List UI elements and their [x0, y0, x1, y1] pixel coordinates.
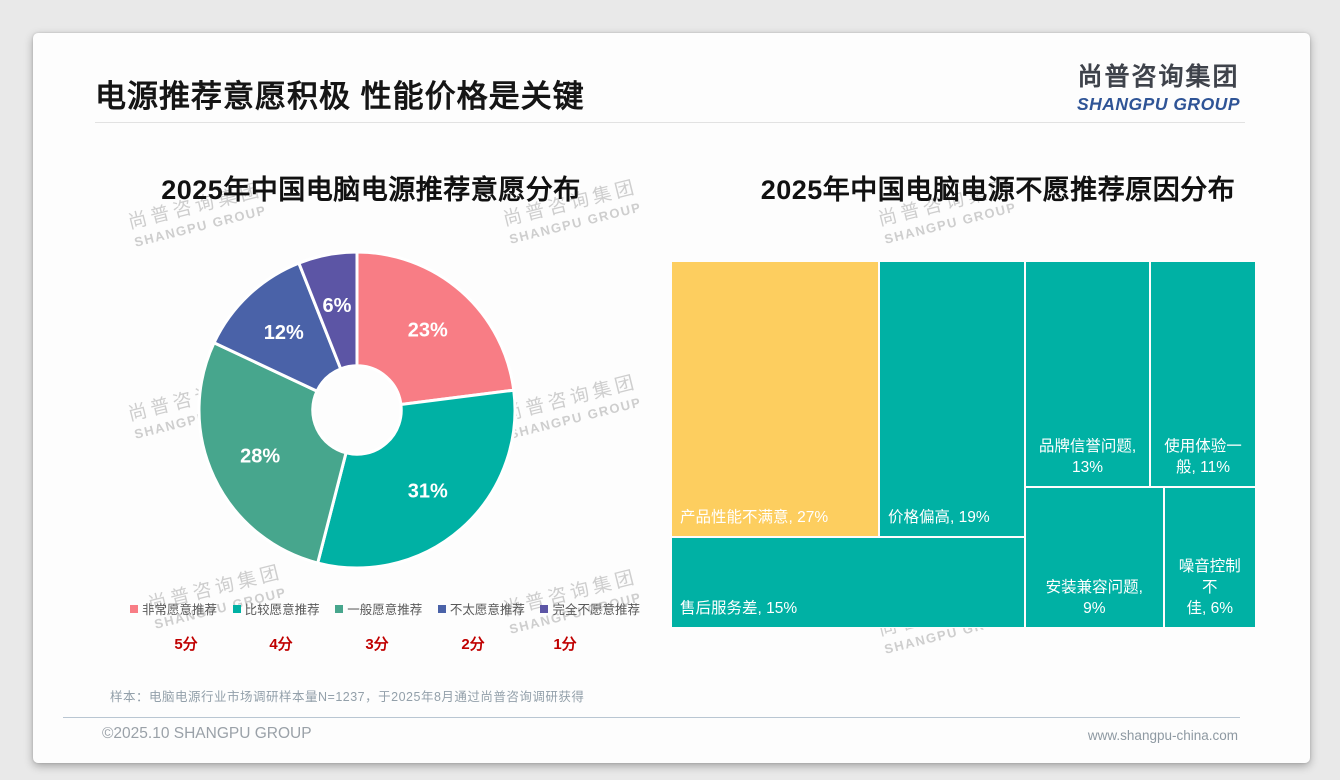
legend-swatch	[232, 604, 241, 613]
legend-swatch	[130, 604, 138, 613]
footer-copyright: ©2025.10 SHANGPU GROUP	[102, 725, 312, 742]
title-divider	[95, 122, 1245, 123]
score-label: 3分	[365, 636, 389, 653]
legend-item: 比较愿意推荐	[232, 599, 320, 618]
treemap-cell-label: 安装兼容问题,	[1045, 579, 1143, 597]
page-title: 电源推荐意愿积极 性能价格是关键	[95, 79, 585, 114]
donut-slice-3	[212, 261, 343, 393]
score-labels-row: 5分 4分 3分 2分 1分	[130, 633, 640, 655]
score-label: 5分	[174, 636, 198, 653]
treemap-chart-title: 2025年中国电脑电源不愿推荐原因分布	[760, 175, 1236, 205]
company-logo: 尚普咨询集团 SHANGPU GROUP	[1077, 57, 1240, 115]
donut-slice-1	[316, 388, 517, 570]
legend-item: 不太愿意推荐	[437, 599, 525, 618]
treemap-chart: 产品性能不满意, 27% 价格偏高, 19% 售后服务差, 15% 品牌信誉问题, 13…	[671, 261, 1256, 628]
treemap-cell-label: 13%	[1072, 459, 1104, 477]
donut-slice-2	[197, 341, 348, 565]
footer-website: www.shangpu-china.com	[1087, 728, 1238, 743]
sample-note: 样本：电脑电源行业市场调研样本量N=1237，于2025年8月通过尚普咨询调研获…	[110, 690, 585, 704]
treemap-cell-after-sales-service: 售后服务差, 15%	[671, 536, 1026, 628]
treemap-cell-brand-reputation: 品牌信誉问题, 13%	[1025, 261, 1151, 488]
donut-slice-label: 12%	[264, 322, 304, 344]
treemap-cell-product-performance: 产品性能不满意, 27%	[671, 261, 880, 537]
legend-item: 一般愿意推荐	[335, 599, 422, 618]
slide-card: 尚普咨询集团 SHANGPU GROUP 尚普咨询集团 SHANGPU GROUP 尚普…	[33, 33, 1310, 763]
logo-english-text: SHANGPU GROUP	[1076, 94, 1240, 114]
treemap-cell-label: 佳, 6%	[1186, 600, 1234, 618]
legend-swatch	[437, 604, 446, 613]
treemap-cell-label: 使用体验一	[1164, 438, 1242, 456]
treemap-cell-label: 产品性能不满意, 27%	[680, 509, 829, 527]
donut-slice-label: 23%	[408, 320, 448, 342]
donut-slice-label: 28%	[240, 446, 280, 468]
logo-chinese-text: 尚普咨询集团	[1077, 63, 1240, 91]
treemap-cell-label: 9%	[1083, 600, 1106, 618]
legend-label: 一般愿意推荐	[347, 603, 423, 617]
donut-slice-label: 6%	[322, 295, 351, 317]
legend-label: 完全不愿意推荐	[552, 603, 640, 617]
legend-label: 非常愿意推荐	[142, 603, 218, 617]
treemap-cell-install-compat: 安装兼容问题, 9%	[1025, 487, 1164, 628]
donut-legend: 非常愿意推荐 比较愿意推荐 一般愿意推荐 不太愿意推荐 完全不愿意推荐	[130, 599, 640, 618]
legend-label: 不太愿意推荐	[449, 603, 525, 617]
legend-item: 完全不愿意推荐	[540, 599, 640, 618]
score-label: 2分	[461, 636, 485, 653]
treemap-cell-user-experience: 使用体验一般, 11%	[1150, 261, 1256, 488]
legend-label: 比较愿意推荐	[244, 603, 320, 617]
treemap-cell-label: 般, 11%	[1176, 459, 1231, 477]
treemap-cell-label: 噪音控制不	[1178, 558, 1241, 597]
score-label: 4分	[269, 636, 293, 653]
treemap-cell-label: 价格偏高, 19%	[888, 509, 990, 527]
donut-slice-label: 31%	[408, 480, 448, 502]
legend-swatch	[540, 604, 549, 613]
legend-swatch	[335, 604, 344, 613]
donut-slice-0	[355, 250, 516, 406]
legend-item: 非常愿意推荐	[130, 599, 217, 618]
treemap-cell-price-too-high: 价格偏高, 19%	[879, 261, 1026, 537]
donut-chart-title: 2025年中国电脑电源推荐意愿分布	[161, 175, 581, 205]
treemap-cell-noise-control: 噪音控制不佳, 6%	[1163, 487, 1256, 628]
score-label: 1分	[553, 636, 577, 653]
donut-slice-4	[297, 250, 359, 371]
footer-divider	[63, 717, 1240, 718]
donut-chart: 23% 31% 28% 12% 6%	[197, 250, 517, 570]
treemap-cell-label: 品牌信誉问题,	[1038, 438, 1137, 456]
watermark-en-text: SHANGPU GROUP	[507, 394, 644, 442]
treemap-cell-label: 售后服务差, 15%	[680, 600, 798, 618]
